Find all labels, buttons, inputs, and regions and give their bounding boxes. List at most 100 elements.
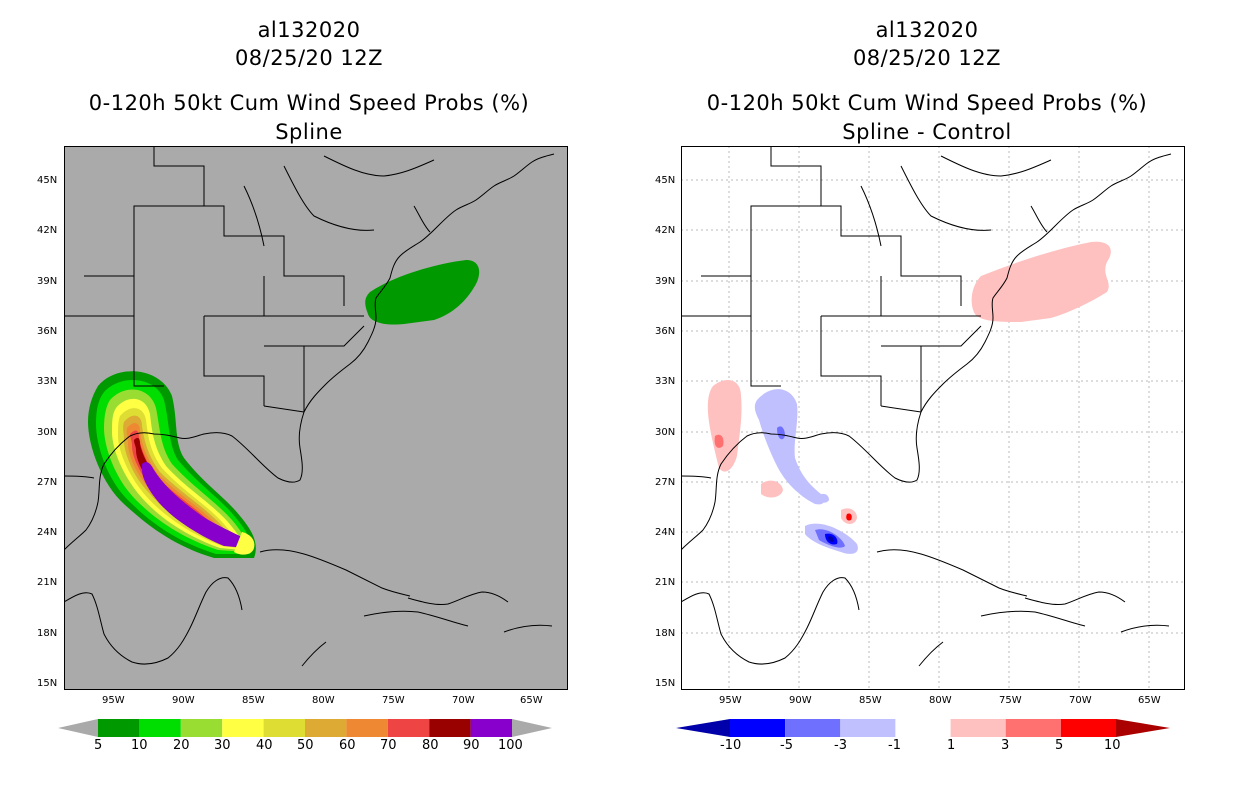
right-difference-shading [707, 241, 1111, 554]
left-lon-95w: 95W [102, 695, 125, 706]
right-gridlines [681, 146, 1185, 690]
left-colorbar-cell [180, 719, 223, 737]
left-lon-90w: 90W [172, 695, 195, 706]
left-datetime: 08/25/20 12Z [234, 46, 384, 70]
left-cbar-label-80: 80 [422, 738, 439, 753]
right-panel: al132020 08/25/20 12Z 0-120h 50kt Cum Wi… [618, 0, 1236, 800]
right-lat-42n: 42N [655, 225, 676, 236]
diff-la-blue [754, 389, 825, 505]
left-colorbar-cell [429, 719, 471, 737]
right-colorbar-cell [730, 719, 786, 737]
diff-texas-dark [714, 434, 724, 448]
left-colorbar-cell [139, 719, 181, 737]
left-lon-70w: 70W [452, 695, 475, 706]
right-cbar-label-5: 5 [1055, 738, 1064, 753]
right-lat-21n: 21N [655, 577, 676, 588]
right-lat-27n: 27N [655, 477, 676, 488]
right-lon-65w: 65W [1138, 695, 1161, 706]
left-lon-80w: 80W [312, 695, 335, 706]
swath-50 [123, 415, 236, 546]
left-cbar-label-20: 20 [173, 738, 190, 753]
right-storm-id: al132020 [875, 18, 979, 42]
left-lat-27n: 27N [37, 477, 58, 488]
left-lat-39n: 39N [37, 276, 58, 287]
right-coastlines [681, 146, 1172, 667]
left-colorbar-cell [263, 719, 305, 737]
left-lon-85w: 85W [242, 695, 265, 706]
left-cbar-label-30: 30 [214, 738, 231, 753]
diff-gulf-red-east [846, 513, 852, 521]
right-cbar-label-neg1: -1 [888, 738, 901, 753]
right-lat-15n: 15N [655, 678, 676, 689]
left-lat-21n: 21N [37, 577, 58, 588]
left-lat-24n: 24N [37, 527, 58, 538]
left-cbar-label-10: 10 [131, 738, 148, 753]
left-lat-42n: 42N [37, 225, 58, 236]
left-lat-45n: 45N [37, 175, 58, 186]
left-cbar-label-100: 100 [498, 738, 523, 753]
right-lon-95w: 95W [719, 695, 742, 706]
swath-90 [142, 462, 250, 548]
left-colorbar-cell [305, 719, 347, 737]
right-colorbar-cell [785, 719, 841, 737]
left-lon-75w: 75W [382, 695, 405, 706]
right-lat-45n: 45N [655, 175, 676, 186]
left-storm-id: al132020 [257, 18, 361, 42]
right-lat-36n: 36N [655, 326, 676, 337]
left-subtitle: Spline [275, 120, 343, 144]
right-cbar-label-neg10: -10 [720, 738, 742, 753]
right-colorbar [676, 719, 1170, 737]
right-datetime: 08/25/20 12Z [852, 46, 1002, 70]
right-cbar-label-neg3: -3 [834, 738, 847, 753]
left-lat-33n: 33N [37, 376, 58, 387]
left-probability-swath [88, 260, 480, 558]
left-colorbar-under [58, 719, 98, 737]
right-map [681, 146, 1185, 690]
left-cbar-label-70: 70 [380, 738, 397, 753]
right-product-title: 0-120h 50kt Cum Wind Speed Probs (%) [706, 91, 1148, 115]
left-panel: al132020 08/25/20 12Z 0-120h 50kt Cum Wi… [37, 18, 568, 753]
swath-40 [118, 408, 240, 548]
left-colorbar-cell [387, 719, 430, 737]
left-colorbar [58, 719, 552, 737]
right-lon-90w: 90W [789, 695, 812, 706]
diff-yucatan-navy [828, 536, 834, 542]
right-cbar-label-10: 10 [1104, 738, 1121, 753]
right-colorbar-cell [950, 719, 1006, 737]
right-lon-80w: 80W [929, 695, 952, 706]
swath-100-edge [234, 532, 255, 555]
right-map-background [681, 146, 1185, 690]
left-product-title: 0-120h 50kt Cum Wind Speed Probs (%) [88, 91, 530, 115]
left-lat-30n: 30N [37, 427, 58, 438]
left-lat-15n: 15N [37, 678, 58, 689]
right-lon-85w: 85W [859, 695, 882, 706]
swath-mid-atlantic [365, 260, 480, 325]
left-lat-18n: 18N [37, 628, 58, 639]
left-colorbar-cell [346, 719, 388, 737]
left-map [64, 146, 568, 690]
left-cbar-label-40: 40 [256, 738, 273, 753]
left-colorbar-cell [470, 719, 512, 737]
right-cbar-label-3: 3 [1001, 738, 1010, 753]
right-lat-33n: 33N [655, 376, 676, 387]
right-lat-30n: 30N [655, 427, 676, 438]
left-cbar-label-50: 50 [297, 738, 314, 753]
right-colorbar-cell [840, 719, 896, 737]
right-subtitle: Spline - Control [842, 120, 1012, 144]
left-colorbar-cell [222, 719, 264, 737]
diff-mid-atlantic [971, 241, 1111, 322]
left-lat-36n: 36N [37, 326, 58, 337]
left-cbar-label-60: 60 [339, 738, 356, 753]
left-coastlines [64, 146, 555, 667]
right-colorbar-cell [895, 719, 951, 737]
right-lat-18n: 18N [655, 628, 676, 639]
left-colorbar-over [512, 719, 552, 737]
left-lon-65w: 65W [520, 695, 543, 706]
right-colorbar-cell [1060, 719, 1116, 737]
right-colorbar-cell [1005, 719, 1061, 737]
right-cbar-label-neg5: -5 [780, 738, 793, 753]
right-colorbar-over [1116, 719, 1170, 737]
right-cbar-label-1: 1 [947, 738, 956, 753]
right-lon-70w: 70W [1069, 695, 1092, 706]
left-cbar-label-90: 90 [463, 738, 480, 753]
